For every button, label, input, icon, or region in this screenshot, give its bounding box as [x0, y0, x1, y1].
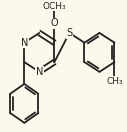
Text: N: N: [36, 67, 43, 77]
Text: N: N: [21, 38, 28, 48]
Text: S: S: [66, 28, 73, 38]
Text: O: O: [51, 18, 58, 28]
Text: CH₃: CH₃: [106, 77, 123, 86]
Text: OCH₃: OCH₃: [43, 2, 66, 11]
